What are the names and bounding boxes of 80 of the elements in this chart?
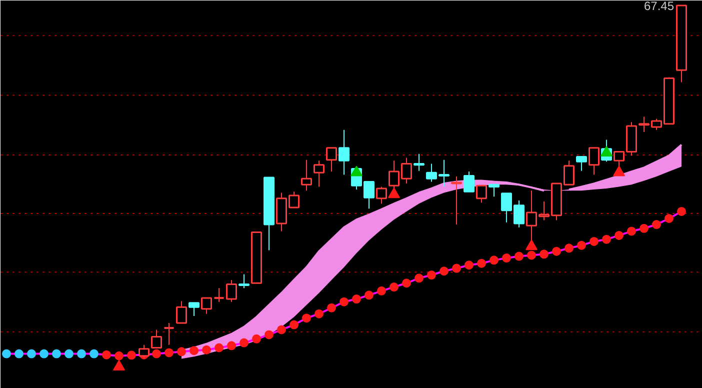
point: [652, 220, 661, 229]
point: [264, 330, 274, 340]
point: [127, 350, 136, 360]
point: [427, 270, 436, 280]
point: [527, 250, 536, 260]
point: [27, 349, 36, 358]
annotation: 67.45: [644, 0, 674, 14]
point: [302, 314, 311, 323]
point: [640, 224, 648, 233]
point: [602, 234, 611, 244]
candlestick: [576, 156, 587, 172]
point: [90, 349, 98, 358]
point: [164, 348, 174, 358]
point: [414, 274, 424, 283]
point: [352, 294, 361, 304]
point: [190, 346, 198, 356]
point: [364, 290, 374, 300]
point: [440, 266, 448, 276]
point: [214, 343, 224, 352]
point: [114, 351, 124, 360]
point: [277, 325, 286, 334]
candlestick: [151, 329, 162, 349]
candlestick: [176, 300, 187, 324]
point: [388, 188, 400, 198]
point: [514, 252, 524, 261]
candlestick: [226, 279, 237, 302]
point: [540, 250, 548, 259]
candlestick: [451, 176, 462, 226]
point: [464, 260, 474, 270]
point: [390, 282, 398, 292]
candlestick: [376, 186, 387, 204]
point: [490, 256, 498, 265]
candlestick: [163, 322, 175, 346]
candlestick: [588, 147, 600, 176]
point: [613, 166, 625, 176]
point: [290, 320, 298, 330]
point: [40, 349, 48, 358]
candlestick: [464, 171, 474, 192]
point: [502, 254, 511, 263]
candlestick: [476, 184, 487, 204]
point: [102, 350, 111, 360]
point: [314, 309, 324, 318]
candlestick: [301, 159, 312, 192]
candlestick: [338, 129, 350, 176]
candlestick: [314, 160, 324, 188]
point: [14, 349, 24, 358]
point: [227, 341, 236, 350]
point: [77, 349, 86, 358]
point: [52, 349, 61, 358]
candlestick: [213, 288, 225, 302]
point: [2, 349, 11, 358]
candlestick: [488, 184, 500, 198]
point: [526, 240, 538, 250]
point: [590, 236, 598, 246]
point: [340, 297, 348, 306]
point: [350, 166, 362, 176]
point: [202, 345, 211, 354]
candlestick: [201, 297, 212, 314]
point: [252, 334, 261, 344]
candlestick: [414, 153, 424, 172]
point: [552, 246, 561, 256]
point: [627, 226, 636, 236]
point: [577, 240, 586, 250]
candlestick: [238, 274, 250, 289]
candlestick: [326, 147, 337, 172]
point: [614, 230, 624, 240]
point: [327, 303, 336, 312]
point: [677, 206, 686, 216]
point: [402, 278, 411, 288]
point: [452, 264, 461, 273]
point: [664, 214, 674, 223]
point: [177, 347, 186, 356]
point: [477, 258, 486, 268]
point: [240, 338, 248, 348]
point: [152, 349, 161, 358]
point: [600, 146, 612, 156]
point: [64, 349, 74, 358]
candlestick: [188, 302, 200, 316]
point: [564, 244, 574, 253]
point: [377, 286, 386, 296]
